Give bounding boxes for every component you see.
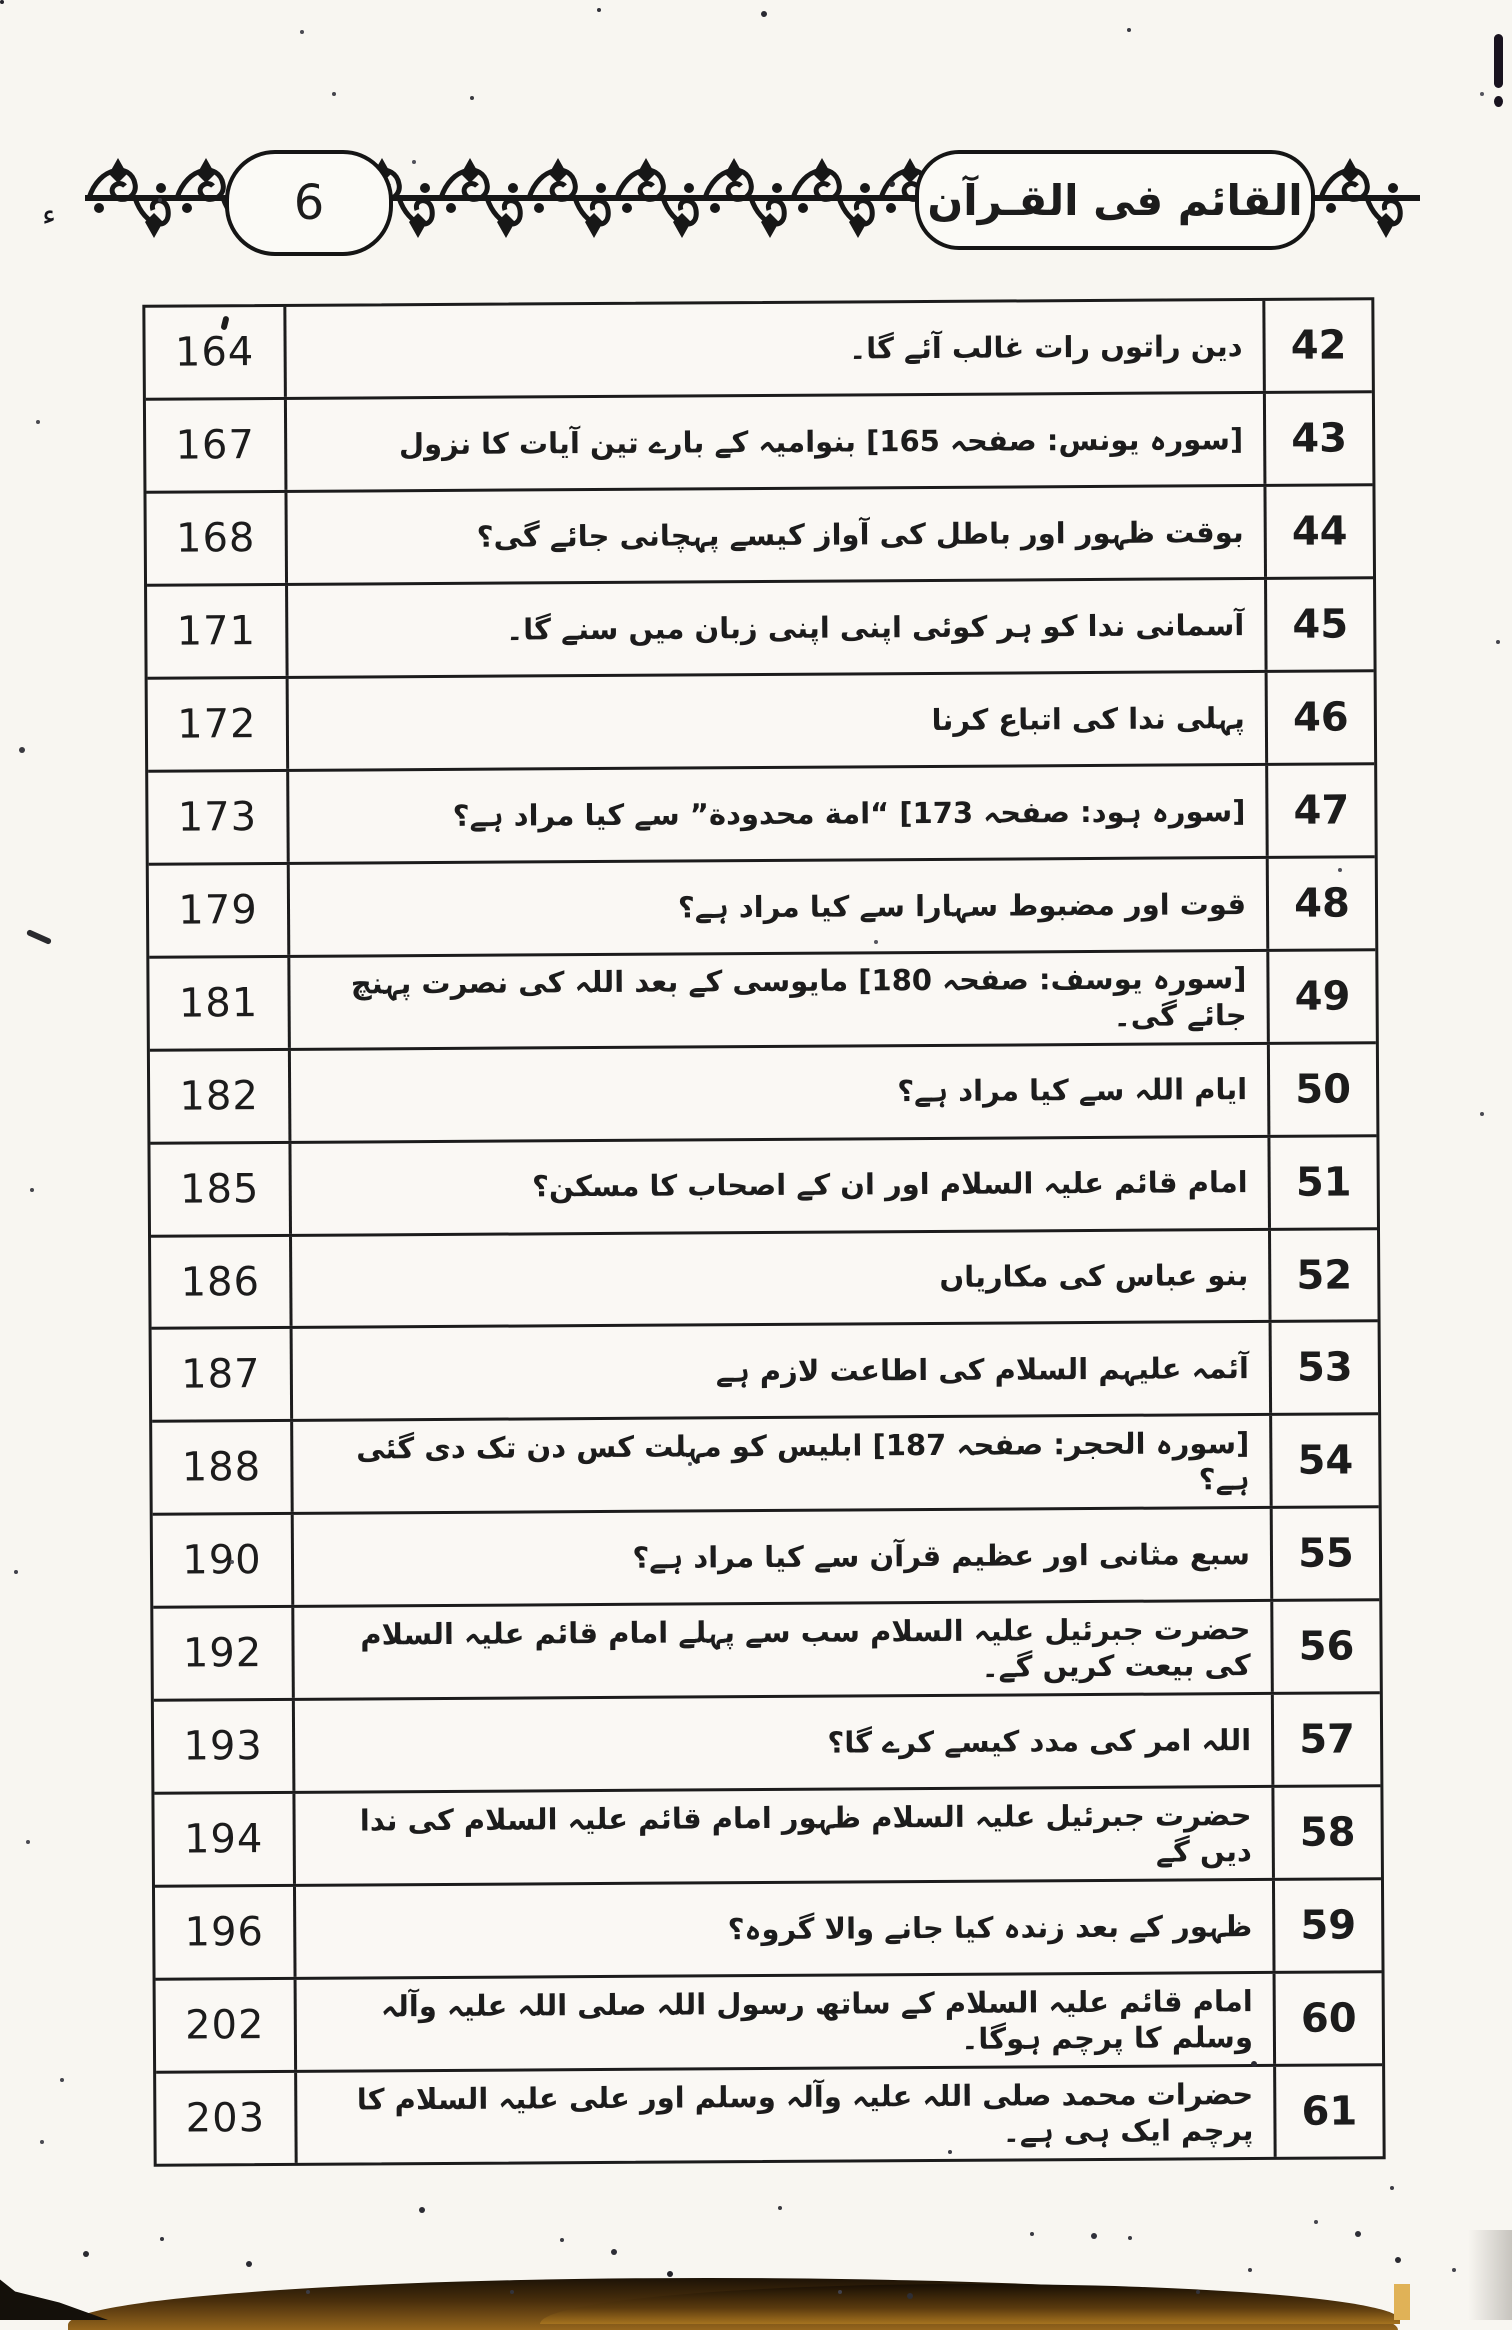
serial-number-cell: 44: [1263, 486, 1374, 577]
toc-row: 168 بوقت ظہور اور باطل کی آواز کیسے پہچا…: [146, 486, 1374, 587]
serial-number-cell: 45: [1264, 579, 1374, 670]
entry-text-cell: [سورہ یونس: صفحہ 165] بنوامیہ کے بارے تی…: [398, 421, 1244, 462]
entry-text-cell: قوت اور مضبوط سہارا سے کیا مراد ہے؟: [677, 886, 1247, 925]
page-number-cell: 185: [150, 1143, 292, 1235]
page-number-cell: 193: [153, 1701, 296, 1792]
page-number-cell: 192: [153, 1608, 295, 1700]
toc-row: 188 [سورہ الحجر: صفحہ 187] ابلیس کو مہلت…: [152, 1415, 1379, 1517]
entry-text-cell: ایام اللہ سے کیا مراد ہے؟: [897, 1072, 1248, 1109]
serial-number-cell: 42: [1262, 300, 1372, 391]
page-number-cell: 196: [154, 1887, 297, 1978]
toc-row: 181 [سورہ یوسف: صفحہ 180] مایوسی کے بعد …: [149, 950, 1376, 1052]
page-number-cell: 164: [145, 306, 287, 398]
serial-number-cell: 60: [1272, 1973, 1383, 2065]
scan-edge-gray: [1468, 2230, 1512, 2320]
page-number-cell: 179: [148, 864, 291, 956]
toc-row: 196 ظہور کے بعد زندہ کیا جانے والا گروہ؟…: [154, 1880, 1382, 1981]
page-number-cell: 188: [152, 1422, 294, 1514]
page-number-cell: 168: [146, 492, 289, 584]
toc-row: 192 حضرت جبرئیل علیہ السلام سب سے پہلے ا…: [153, 1601, 1380, 1703]
scan-edge-strip: [1394, 2284, 1410, 2320]
entry-text-cell: پہلی ندا کی اتباع کرنا: [931, 700, 1245, 737]
toc-row: 193 اللہ امر کی مدد کیسے کرے گا؟ 57: [153, 1694, 1381, 1795]
entry-text-cell: بنو عباس کی مکاریاں: [939, 1258, 1249, 1295]
toc-row: 194 حضرت جبرئیل علیہ السلام ظہور امام قا…: [154, 1787, 1381, 1888]
toc-row: 185 امام قائم علیہ السلام اور ان کے اصحا…: [150, 1136, 1377, 1238]
ink-mark-dash: [25, 928, 53, 946]
toc-row: 202 امام قائم علیہ السلام کے ساتھ رسول ا…: [155, 1973, 1383, 2074]
scan-noise-speckles: [0, 0, 4, 4]
entry-text-cell: بوقت ظہور اور باطل کی آواز کیسے پہچانی ج…: [476, 514, 1244, 554]
page-number-cell: 171: [147, 585, 289, 677]
serial-number-cell: 61: [1273, 2066, 1383, 2157]
book-title-cartouche: القائم فی القـرآن: [915, 150, 1315, 250]
entry-text-cell: امام قائم علیہ السلام کے ساتھ رسول اللہ …: [380, 1983, 1254, 2056]
entry-text-cell: [سورہ الحجر: صفحہ 187] ابلیس کو مہلت کس …: [356, 1426, 1250, 1497]
entry-text-cell: [سورہ ہود: صفحہ 173] “امة محدودة” سے کیا…: [452, 793, 1246, 833]
entry-text-cell: دین راتوں رات غالب آئے گا۔: [849, 328, 1243, 366]
page-number-cell: 173: [148, 771, 290, 863]
serial-number-cell: 53: [1268, 1322, 1379, 1414]
book-title: القائم فی القـرآن: [927, 175, 1303, 225]
serial-number-cell: 48: [1265, 857, 1376, 949]
toc-table: 164 دین راتوں رات غالب آئے گا۔ 42 167 [س…: [142, 297, 1386, 2167]
entry-text-cell: حضرت جبرئیل علیہ السلام ظہور امام قائم ع…: [359, 1798, 1252, 1869]
toc-table-body: 164 دین راتوں رات غالب آئے گا۔ 42 167 [س…: [145, 300, 1383, 2164]
ink-mark-exclamation: [1494, 34, 1503, 107]
entry-text-cell: امام قائم علیہ السلام اور ان کے اصحاب کا…: [531, 1165, 1248, 1204]
entry-text-cell: حضرات محمد صلی اللہ علیہ وآلہ وسلم اور ع…: [356, 2076, 1254, 2149]
toc-row: 190 سبع مثانی اور عظیم قرآن سے کیا مراد …: [152, 1508, 1380, 1610]
serial-number-cell: 43: [1262, 393, 1373, 484]
entry-text-cell: حضرت جبرئیل علیہ السلام سب سے پہلے امام …: [360, 1612, 1251, 1684]
page-number-badge: 6: [225, 150, 393, 256]
entry-text-cell: آئمہ علیہم السلام کی اطاعت لازم ہے: [715, 1351, 1249, 1389]
page-number-cell: 187: [151, 1329, 294, 1421]
page-number: 6: [293, 175, 325, 231]
serial-number-cell: 47: [1265, 765, 1375, 856]
page-number-cell: 190: [152, 1515, 295, 1607]
page-number-cell: 186: [151, 1236, 293, 1328]
toc-row: 179 قوت اور مضبوط سہارا سے کیا مراد ہے؟ …: [148, 857, 1376, 959]
page-number-cell: 203: [156, 2072, 298, 2164]
toc-row: 187 آئمہ علیہم السلام کی اطاعت لازم ہے 5…: [151, 1322, 1379, 1424]
entry-text-cell: ظہور کے بعد زندہ کیا جانے والا گروہ؟: [727, 1909, 1253, 1947]
serial-number-cell: 46: [1264, 672, 1375, 763]
ink-mark-hamza: ء: [42, 198, 57, 233]
serial-number-cell: 55: [1269, 1508, 1380, 1600]
toc-row: 182 ایام اللہ سے کیا مراد ہے؟ 50: [149, 1043, 1377, 1145]
serial-number-cell: 51: [1267, 1136, 1377, 1228]
serial-number-cell: 54: [1269, 1415, 1379, 1507]
toc-row: 171 آسمانی ندا کو ہر کوئی اپنی اپنی زبان…: [147, 579, 1374, 680]
serial-number-cell: 50: [1266, 1043, 1377, 1135]
page-number-cell: 194: [154, 1794, 296, 1885]
serial-number-cell: 49: [1266, 950, 1376, 1042]
serial-number-cell: 58: [1271, 1787, 1381, 1879]
toc-row: 173 [سورہ ہود: صفحہ 173] “امة محدودة” سے…: [148, 765, 1375, 866]
page-number-cell: 202: [155, 1980, 298, 2071]
entry-text-cell: آسمانی ندا کو ہر کوئی اپنی اپنی زبان میں…: [506, 607, 1245, 647]
toc-row: 172 پہلی ندا کی اتباع کرنا 46: [147, 672, 1375, 773]
serial-number-cell: 56: [1270, 1601, 1380, 1693]
entry-text-cell: [سورہ یوسف: صفحہ 180] مایوسی کے بعد اللہ…: [350, 961, 1247, 1033]
entry-text-cell: سبع مثانی اور عظیم قرآن سے کیا مراد ہے؟: [632, 1537, 1251, 1576]
entry-text-cell: اللہ امر کی مدد کیسے کرے گا؟: [827, 1723, 1252, 1760]
serial-number-cell: 59: [1271, 1880, 1382, 1972]
page-number-cell: 182: [149, 1050, 292, 1142]
serial-number-cell: 57: [1270, 1694, 1381, 1786]
page-number-cell: 181: [149, 957, 291, 1049]
page-number-cell: 167: [145, 399, 288, 491]
serial-number-cell: 52: [1268, 1229, 1378, 1321]
toc-row: 167 [سورہ یونس: صفحہ 165] بنوامیہ کے بار…: [145, 393, 1373, 494]
toc-row: 203 حضرات محمد صلی اللہ علیہ وآلہ وسلم ا…: [156, 2066, 1383, 2164]
toc-row: 186 بنو عباس کی مکاریاں 52: [151, 1229, 1378, 1331]
page-number-cell: 172: [147, 678, 290, 770]
toc-row: 164 دین راتوں رات غالب آئے گا۔ 42: [145, 300, 1372, 401]
